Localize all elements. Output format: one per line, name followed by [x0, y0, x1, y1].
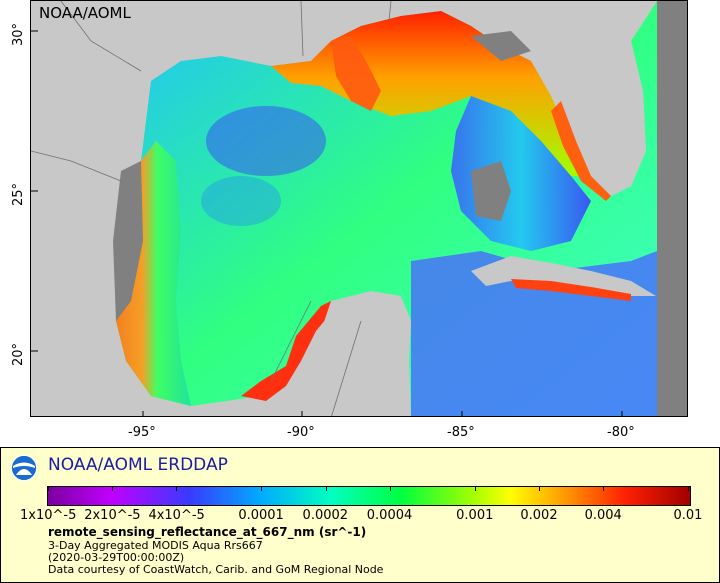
colorbar-tick-label: 0.0002 — [302, 508, 349, 523]
legend-panel: NOAA/AOML ERDDAP remote_sensing_reflecta… — [0, 447, 720, 583]
x-tick-label: -95° — [128, 425, 156, 440]
watermark-label: NOAA/AOML — [39, 4, 131, 22]
nodata-patch — [471, 161, 511, 221]
x-tick-label: -90° — [287, 425, 315, 440]
colorbar-tick-mark — [688, 486, 689, 491]
y-tick-label: 25° — [11, 182, 26, 206]
colorbar-tick-label: 2x10^-5 — [84, 508, 141, 523]
colorbar-tick-label: 0.0001 — [238, 508, 284, 523]
colorbar-tick-label: 1x10^-5 — [20, 508, 77, 523]
colorbar-tick-mark — [112, 486, 114, 491]
info-line: Data courtesy of CoastWatch, Carib. and … — [48, 563, 384, 576]
colorbar-tick-mark — [603, 486, 605, 491]
map-panel: NOAA/AOML — [30, 0, 688, 417]
north-coast-land — [151, 1, 657, 79]
colorbar-tick-label: 0.0004 — [366, 508, 413, 523]
colorbar-tick-label: 0.004 — [584, 508, 622, 523]
legend-title: NOAA/AOML ERDDAP — [48, 455, 228, 475]
blue-patch — [201, 176, 281, 226]
cuba-shelf — [511, 279, 631, 301]
cuba-land — [471, 256, 656, 296]
x-tick-label: -80° — [607, 425, 635, 440]
axis-ticks — [31, 30, 623, 416]
nodata-patch — [113, 161, 143, 321]
x-tick-label: -85° — [447, 425, 475, 440]
colorbar-tick-mark — [48, 486, 49, 491]
nodata-patch — [471, 31, 531, 61]
gulf-of-mexico-map — [31, 1, 687, 416]
florida-land — [561, 41, 646, 196]
colorbar-tick-label: 0.002 — [520, 508, 558, 523]
colorbar-tick-mark — [474, 486, 476, 491]
colorbar-tick-label: 0.01 — [673, 508, 703, 523]
y-tick-label: 20° — [11, 342, 26, 366]
colorbar — [47, 486, 691, 506]
noaa-logo — [11, 455, 37, 481]
colorbar-tick-label: 4x10^-5 — [148, 508, 205, 523]
florida-shelf — [551, 101, 611, 201]
border-lines — [31, 1, 392, 416]
nodata-strip-east — [657, 1, 687, 416]
blue-patch — [206, 106, 326, 176]
variable-name: remote_sensing_reflectance_at_667_nm (sr… — [48, 525, 367, 539]
info-line: 3-Day Aggregated MODIS Aqua Rrs667 — [48, 539, 263, 552]
yucatan-land — [311, 291, 411, 416]
info-line: (2020-03-29T00:00:00Z) — [48, 551, 185, 564]
colorbar-tick-mark — [261, 486, 263, 491]
colorbar-tick-label: 0.001 — [456, 508, 494, 523]
colorbar-tick-mark — [389, 486, 391, 491]
colorbar-tick-mark — [538, 486, 540, 491]
colorbar-tick-mark — [325, 486, 327, 491]
campeche-coast — [241, 301, 331, 401]
colorbar-tick-mark — [176, 486, 178, 491]
y-tick-label: 30° — [11, 22, 26, 46]
mississippi-plume — [331, 36, 381, 111]
